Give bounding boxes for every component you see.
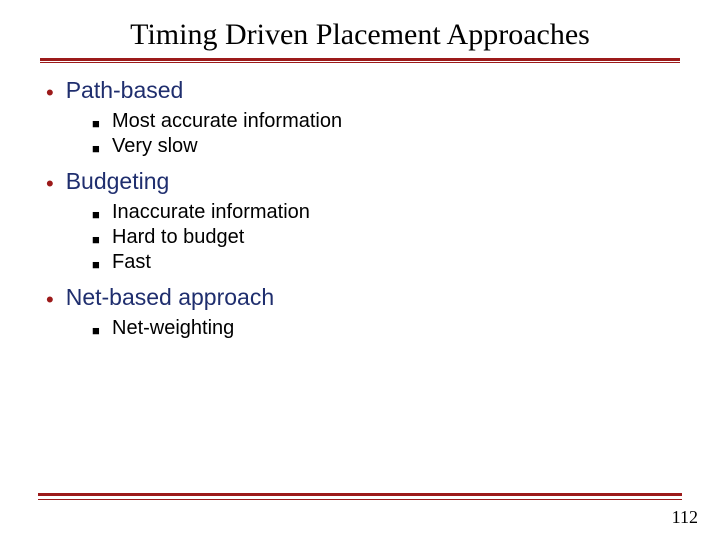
slide: Timing Driven Placement Approaches • Pat…	[0, 0, 720, 540]
slide-content: • Path-based ■ Most accurate information…	[40, 77, 680, 340]
bullet-level2: ■ Hard to budget	[92, 226, 680, 249]
bullet-level2: ■ Fast	[92, 251, 680, 274]
square-bullet-icon: ■	[92, 257, 102, 272]
footer-rule-thin	[38, 499, 682, 500]
bullet-level2: ■ Net-weighting	[92, 317, 680, 340]
level2-group: ■ Net-weighting	[46, 317, 680, 340]
footer-rule-thick	[38, 493, 682, 496]
bullet-level1: • Budgeting	[46, 168, 680, 195]
page-number: 112	[672, 507, 698, 528]
dot-bullet-icon: •	[46, 82, 54, 104]
level2-text: Hard to budget	[112, 226, 244, 249]
bullet-level1: • Path-based	[46, 77, 680, 104]
dot-bullet-icon: •	[46, 289, 54, 311]
level1-text: Path-based	[66, 77, 184, 104]
slide-title: Timing Driven Placement Approaches	[40, 18, 680, 52]
level2-text: Most accurate information	[112, 110, 342, 133]
bullet-level1: • Net-based approach	[46, 284, 680, 311]
title-rule-thin	[40, 62, 680, 63]
square-bullet-icon: ■	[92, 323, 102, 338]
level2-text: Net-weighting	[112, 317, 234, 340]
bullet-level2: ■ Inaccurate information	[92, 201, 680, 224]
dot-bullet-icon: •	[46, 173, 54, 195]
title-rule-thick	[40, 58, 680, 61]
level2-group: ■ Inaccurate information ■ Hard to budge…	[46, 201, 680, 274]
level2-text: Inaccurate information	[112, 201, 310, 224]
square-bullet-icon: ■	[92, 232, 102, 247]
level2-text: Very slow	[112, 135, 198, 158]
square-bullet-icon: ■	[92, 207, 102, 222]
level2-group: ■ Most accurate information ■ Very slow	[46, 110, 680, 158]
level1-text: Net-based approach	[66, 284, 274, 311]
square-bullet-icon: ■	[92, 141, 102, 156]
level1-text: Budgeting	[66, 168, 170, 195]
bullet-level2: ■ Very slow	[92, 135, 680, 158]
bullet-level2: ■ Most accurate information	[92, 110, 680, 133]
square-bullet-icon: ■	[92, 116, 102, 131]
level2-text: Fast	[112, 251, 151, 274]
